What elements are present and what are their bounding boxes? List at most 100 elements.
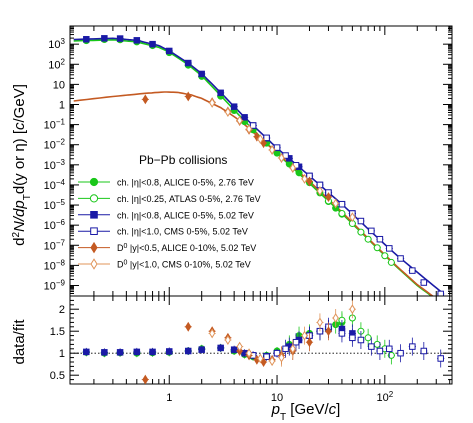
legend-entry-text: D: [117, 260, 124, 270]
spectrum-point-alice276: [295, 169, 303, 177]
ratio-point-r-d0cms: [269, 356, 276, 367]
spectrum-point-cms502: [357, 217, 365, 225]
spectrum-point-atlas276: [364, 235, 372, 243]
ratio-point-r-alice502: [184, 347, 192, 355]
spectrum-point-d0cms: [257, 134, 264, 145]
spectrum-point-atlas276: [381, 252, 389, 260]
ratio-point-r-d0cms: [257, 353, 264, 364]
ratio-point-r-cms502: [376, 347, 384, 355]
ratio-points: [82, 300, 445, 384]
ratio-point-r-alice502: [198, 346, 205, 353]
ratio-point-r-d0cms: [278, 352, 285, 363]
y-tick-label-exp: −3: [56, 157, 66, 166]
ratio-point-r-atlas276: [387, 351, 395, 359]
spectrum-point-d0cms: [245, 124, 253, 135]
spectrum-point-cms502: [420, 279, 428, 286]
spectrum-point-d0cms: [269, 144, 276, 155]
spectrum-panel: 10310210110−110−210−310−410−510−610−710−…: [44, 25, 453, 297]
y-tick-label-base: 10: [44, 280, 56, 292]
ratio-point-r-d0cms: [209, 328, 216, 339]
y-tick-label-base: 10: [44, 220, 56, 232]
legend-entry-rest: |y|<1.0, CMS 0-10%, 5.02 TeV: [127, 260, 250, 270]
ratio-y-axis-title: data/fit: [11, 319, 28, 365]
spectrum-point-cms502: [263, 134, 270, 142]
x-tick-label-base: 1: [166, 392, 172, 404]
ratio-y-tick-label: 1: [59, 348, 65, 360]
legend-entry-text: ch. |η|<0.8, ALICE 0-5%, 5.02 TeV: [117, 210, 254, 220]
ratio-point-r-d0cms: [224, 335, 231, 345]
ratio-point-r-alice502: [149, 348, 156, 356]
legend-entry: ch. |η|<0.8, ALICE 0-5%, 2.76 TeV: [117, 178, 254, 188]
ratio-point-r-cms502: [282, 345, 289, 353]
spectrum-point-d0alice: [306, 176, 313, 187]
y-tick-label-exp: −7: [56, 238, 66, 247]
legend-marker-1: [89, 194, 99, 203]
spectrum-point-d0cms: [349, 212, 356, 223]
spectrum-point-d0cms: [316, 186, 324, 196]
y-tick-label-exp: −6: [56, 218, 66, 227]
ratio-point-r-d0cms: [245, 348, 253, 359]
spectrum-point-alice502: [101, 35, 108, 42]
y-tick-label-exp: 2: [61, 57, 66, 66]
ratio-point-r-cms502: [437, 355, 444, 362]
y-tick-label-exp: −4: [56, 177, 66, 186]
ratio-point-r-cms502: [263, 353, 270, 360]
spectrum-point-d0cms: [332, 198, 339, 209]
spectrum-point-cms502: [338, 200, 346, 208]
spectrum-point-cms502: [273, 144, 281, 151]
spectrum-point-alice502: [230, 103, 238, 110]
ratio-point-r-alice502: [83, 348, 90, 356]
spectrum-point-atlas276: [373, 244, 381, 252]
legend-entry: D0 |y|<0.5, ALICE 0-10%, 5.02 TeV: [117, 243, 256, 254]
legend-entry-text: ch. |η|<0.8, ALICE 0-5%, 2.76 TeV: [117, 178, 254, 188]
spectrum-point-alice502: [166, 47, 173, 55]
ratio-point-r-d0alice: [185, 321, 192, 332]
ratio-point-r-cms502: [349, 334, 356, 342]
ratio-y-tick-label: 1.5: [50, 326, 65, 338]
y-tick-label-exp: −2: [56, 137, 66, 146]
spectrum-point-cms502: [376, 235, 384, 243]
ratio-point-r-atlas276: [373, 340, 381, 348]
y-tick-label: 10−9: [44, 278, 66, 293]
legend-entry: ch. |η|<1.0, CMS 0-5%, 5.02 TeV: [117, 227, 248, 237]
y-tick-label: 10−4: [44, 177, 66, 192]
legend-entry-sup: 0: [124, 259, 128, 266]
spectrum-point-alice502: [184, 59, 192, 67]
y-tick-label: 10−8: [44, 258, 66, 273]
y-tick-label-exp: −5: [56, 198, 66, 207]
spectrum-point-atlas276: [387, 258, 395, 266]
ratio-point-r-cms502: [292, 338, 300, 346]
spectrum-point-d0alice: [142, 94, 149, 105]
spectrum-point-d0cms: [289, 162, 296, 173]
spectrum-y-axis-title: d2N/dpTd(y or η) [c/GeV]: [11, 84, 33, 246]
ratio-y-tick-label: 0.5: [50, 370, 65, 382]
ratio-y-tick-label: 2: [59, 304, 65, 316]
y-tick-label: 10−3: [44, 157, 66, 172]
ratio-point-r-cms502: [386, 345, 393, 353]
y-tick-label: 102: [48, 57, 65, 72]
ratio-point-r-atlas276: [364, 334, 372, 342]
x-tick-label: 10: [271, 392, 283, 404]
ratio-point-r-d0alice: [325, 326, 332, 337]
x-tick-label-base: 10: [376, 392, 388, 404]
ratio-point-r-d0alice: [142, 374, 149, 384]
legend-entry-text: D: [117, 243, 124, 253]
y-tick-label-base: 10: [44, 140, 56, 152]
ratio-point-r-cms502: [420, 347, 428, 355]
spectrum-point-atlas276: [338, 209, 346, 217]
y-tick-label-exp: 3: [61, 37, 66, 46]
legend-entry-rest: |y|<0.5, ALICE 0-10%, 5.02 TeV: [127, 243, 256, 253]
ratio-point-r-d0cms: [301, 330, 308, 341]
y-tick-label-exp: −1: [56, 117, 66, 126]
x-tick-label-exp: 2: [389, 390, 394, 399]
spectrum-point-alice502: [198, 70, 205, 78]
spectrum-point-alice502: [116, 35, 124, 42]
spectrum-point-d0cms: [236, 115, 243, 126]
legend-marker-4: [90, 241, 98, 254]
legend-entry-text: ch. |η|<0.25, ATLAS 0-5%, 2.76 TeV: [117, 194, 261, 204]
x-axis-title: pT [GeV/c]: [271, 401, 341, 423]
spectrum-point-alice502: [83, 36, 90, 43]
y-tick-label-base: 10: [48, 59, 60, 71]
x-tick-label: 1: [166, 392, 172, 404]
